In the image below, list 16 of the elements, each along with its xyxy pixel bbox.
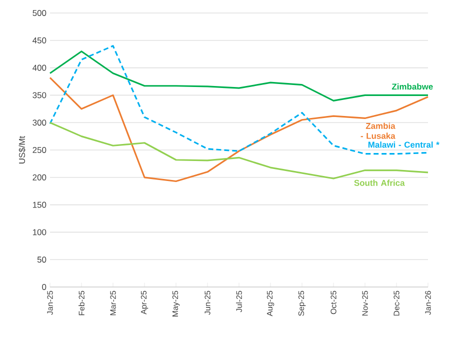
y-tick-label: 450 — [32, 37, 46, 44]
y-tick-label: 300 — [32, 120, 46, 126]
y-tick-label: 150 — [32, 202, 46, 208]
y-tick-label: 0 — [42, 284, 46, 290]
y-tick-label: 200 — [32, 174, 46, 180]
y-tick-label: 400 — [32, 64, 46, 71]
y-axis-title: US$/Mt — [18, 136, 26, 164]
y-tick-label: 250 — [32, 147, 46, 153]
y-tick-label: 100 — [32, 229, 46, 236]
y-tick-label: 50 — [37, 256, 46, 263]
series-label: Malawi - Central * — [368, 141, 440, 148]
series-label: South Africa — [354, 180, 405, 186]
series-label: Zimbabwe — [392, 83, 433, 90]
y-tick-label: 350 — [32, 92, 46, 98]
series-label: Zambia - Lusaka — [360, 122, 396, 139]
y-tick-label: 500 — [32, 10, 46, 16]
